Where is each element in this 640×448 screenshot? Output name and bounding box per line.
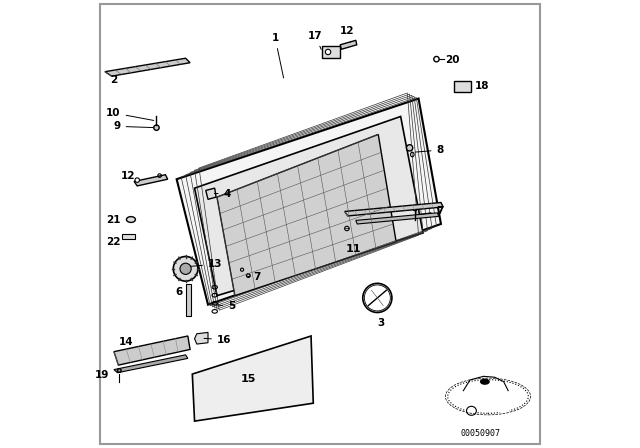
Text: 9: 9 [113, 121, 154, 131]
Polygon shape [105, 58, 190, 76]
Ellipse shape [413, 206, 417, 211]
Bar [122, 234, 134, 239]
Ellipse shape [325, 49, 331, 55]
Text: 1: 1 [271, 33, 284, 78]
Bar [186, 284, 191, 316]
Polygon shape [195, 116, 423, 296]
Ellipse shape [363, 284, 392, 313]
Polygon shape [217, 134, 396, 296]
Text: 6: 6 [175, 287, 182, 297]
Polygon shape [195, 332, 208, 344]
Ellipse shape [246, 274, 250, 277]
Text: 12: 12 [121, 171, 136, 181]
Text: 19: 19 [95, 370, 109, 380]
Ellipse shape [241, 268, 244, 271]
Text: 2: 2 [110, 75, 118, 85]
Text: 7: 7 [418, 207, 444, 216]
Text: 20: 20 [445, 55, 460, 65]
Text: 5: 5 [218, 302, 236, 311]
Text: 8: 8 [415, 145, 444, 155]
Text: 16: 16 [204, 335, 232, 345]
Ellipse shape [500, 406, 509, 415]
Ellipse shape [135, 178, 140, 182]
Bar [454, 81, 472, 92]
Text: 4: 4 [214, 189, 231, 198]
Polygon shape [192, 336, 314, 421]
Polygon shape [340, 40, 356, 49]
Ellipse shape [467, 406, 476, 415]
Text: 21: 21 [106, 215, 121, 224]
Polygon shape [206, 188, 216, 199]
Text: 10: 10 [106, 108, 154, 121]
Ellipse shape [448, 380, 529, 413]
Text: 11: 11 [346, 244, 362, 254]
Ellipse shape [154, 125, 159, 130]
Polygon shape [345, 202, 443, 216]
Bar [323, 46, 340, 58]
Text: 17: 17 [308, 31, 323, 49]
Polygon shape [356, 213, 439, 224]
Text: 15: 15 [241, 374, 256, 383]
Text: 7: 7 [248, 272, 260, 282]
Ellipse shape [406, 145, 413, 151]
Ellipse shape [480, 379, 490, 385]
Text: 22: 22 [106, 237, 121, 247]
Text: 3: 3 [377, 312, 384, 327]
Polygon shape [114, 336, 190, 365]
Text: 18: 18 [475, 81, 489, 91]
Text: 13: 13 [191, 259, 223, 269]
Polygon shape [134, 175, 168, 186]
Polygon shape [177, 99, 441, 305]
Polygon shape [114, 355, 188, 373]
Text: 00050907: 00050907 [460, 429, 500, 438]
Ellipse shape [173, 256, 198, 281]
Text: 14: 14 [119, 337, 134, 347]
Ellipse shape [180, 263, 191, 274]
Ellipse shape [127, 216, 136, 223]
Text: 12: 12 [340, 26, 354, 42]
